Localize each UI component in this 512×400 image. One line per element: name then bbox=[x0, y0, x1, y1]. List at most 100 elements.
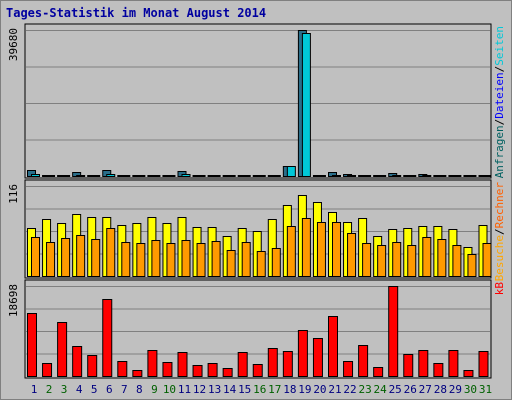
legend-entry: kB bbox=[493, 282, 506, 296]
bar-dateien-day-18 bbox=[286, 166, 296, 177]
bar-kb-day-15 bbox=[237, 352, 248, 377]
bar-dateien-day-27 bbox=[422, 175, 432, 177]
bar-dateien-day-17 bbox=[271, 175, 281, 177]
chart-title: Tages-Statistik im Monat August 2014 bbox=[6, 6, 267, 20]
x-tick-label-day-16: 16 bbox=[253, 383, 266, 396]
x-tick-label-day-19: 19 bbox=[298, 383, 311, 396]
bar-rechner-day-19 bbox=[301, 218, 311, 277]
x-tick-label-day-10: 10 bbox=[163, 383, 176, 396]
bar-kb-day-25 bbox=[388, 286, 399, 377]
bar-kb-day-22 bbox=[343, 361, 354, 377]
bar-dateien-day-14 bbox=[226, 175, 236, 177]
bar-dateien-day-22 bbox=[347, 175, 357, 177]
y-max-label: 39680 bbox=[7, 28, 20, 61]
bar-dateien-day-10 bbox=[166, 175, 176, 177]
bar-rechner-day-22 bbox=[347, 233, 357, 277]
legend-entry: / bbox=[493, 228, 506, 235]
panel-visits: 116 Besuche/Rechner bbox=[7, 179, 506, 281]
legend-entry: Rechner bbox=[493, 182, 506, 229]
x-tick-label-day-11: 11 bbox=[178, 383, 191, 396]
x-tick-label-day-15: 15 bbox=[238, 383, 251, 396]
x-tick-label-day-2: 2 bbox=[46, 383, 53, 396]
bar-rechner-day-1 bbox=[31, 237, 40, 277]
bar-rechner-day-17 bbox=[271, 248, 281, 277]
bar-dateien-day-28 bbox=[437, 175, 447, 177]
bar-dateien-day-24 bbox=[377, 175, 387, 177]
bar-rechner-day-12 bbox=[196, 243, 206, 277]
bar-kb-day-13 bbox=[207, 363, 218, 377]
bar-rechner-day-28 bbox=[437, 239, 447, 277]
bar-kb-day-28 bbox=[433, 363, 444, 377]
bar-rechner-day-8 bbox=[136, 243, 146, 277]
bar-dateien-day-12 bbox=[196, 175, 206, 177]
bar-kb-day-26 bbox=[403, 354, 414, 377]
bar-rechner-day-14 bbox=[226, 250, 236, 277]
bar-kb-day-11 bbox=[177, 352, 188, 377]
x-tick-label-day-1: 1 bbox=[31, 383, 38, 396]
x-axis-labels: 1 2 3 4 5 6 7 8 9 10 11 12 13 14 15 16 17 18 19 20 21 22 23 24 2… bbox=[31, 383, 492, 396]
bar-rechner-day-3 bbox=[61, 238, 71, 277]
bar-rechner-day-20 bbox=[316, 222, 326, 277]
chart-panels: 39680Anfragen/Dateien/Seiten116Besuche/R… bbox=[7, 23, 506, 379]
bar-kb-day-24 bbox=[373, 367, 384, 377]
bar-kb-day-14 bbox=[222, 368, 233, 377]
bar-rechner-day-30 bbox=[467, 254, 477, 277]
bar-rechner-day-9 bbox=[151, 240, 161, 277]
x-tick-label-day-6: 6 bbox=[106, 383, 113, 396]
x-tick-label-day-17: 17 bbox=[268, 383, 281, 396]
x-tick-label-day-3: 3 bbox=[61, 383, 68, 396]
legend-entry: Anfragen bbox=[493, 125, 506, 178]
bar-dateien-day-21 bbox=[332, 175, 341, 177]
bar-rechner-day-11 bbox=[181, 240, 191, 277]
bar-rechner-day-18 bbox=[286, 226, 296, 277]
bar-kb-day-16 bbox=[252, 364, 263, 377]
bar-kb-day-1 bbox=[27, 313, 37, 377]
x-tick-label-day-30: 30 bbox=[464, 383, 477, 396]
bar-dateien-day-11 bbox=[181, 174, 191, 177]
x-tick-label-day-18: 18 bbox=[283, 383, 296, 396]
panel-kbytes: 18698 kB bbox=[7, 279, 506, 379]
bar-kb-day-8 bbox=[132, 370, 143, 377]
bar-rechner-day-26 bbox=[407, 245, 417, 277]
x-tick-label-day-23: 23 bbox=[358, 383, 371, 396]
bar-kb-day-23 bbox=[358, 345, 369, 377]
x-tick-label-day-7: 7 bbox=[121, 383, 128, 396]
bar-kb-day-30 bbox=[463, 370, 474, 377]
x-tick-label-day-9: 9 bbox=[151, 383, 158, 396]
x-tick-label-day-28: 28 bbox=[434, 383, 447, 396]
bar-rechner-day-6 bbox=[106, 228, 116, 277]
legend-kbytes: kB bbox=[493, 282, 506, 296]
bar-dateien-day-16 bbox=[256, 175, 266, 177]
x-tick-label-day-27: 27 bbox=[419, 383, 432, 396]
legend-entry: Besuche bbox=[493, 235, 506, 281]
bar-rechner-day-24 bbox=[377, 245, 387, 277]
bar-dateien-day-6 bbox=[106, 174, 116, 177]
bar-kb-day-9 bbox=[147, 350, 158, 377]
bar-rechner-day-27 bbox=[422, 237, 432, 277]
legend-entry: Dateien bbox=[493, 72, 506, 118]
bar-rechner-day-23 bbox=[362, 243, 372, 277]
bar-kb-day-27 bbox=[418, 350, 429, 377]
x-tick-label-day-8: 8 bbox=[136, 383, 143, 396]
bar-dateien-day-31 bbox=[482, 175, 492, 177]
bar-rechner-day-2 bbox=[46, 242, 56, 277]
x-tick-label-day-4: 4 bbox=[76, 383, 83, 396]
bar-dateien-day-13 bbox=[211, 175, 221, 177]
bar-kb-day-20 bbox=[312, 338, 323, 377]
legend-entry: / bbox=[493, 66, 506, 73]
bar-kb-day-29 bbox=[448, 350, 459, 377]
bar-rechner-day-13 bbox=[211, 241, 221, 277]
bar-rechner-day-29 bbox=[452, 245, 462, 277]
bar-dateien-day-15 bbox=[241, 175, 251, 177]
bar-dateien-day-30 bbox=[467, 175, 477, 177]
legend-entry: Seiten bbox=[493, 26, 506, 66]
x-tick-label-day-20: 20 bbox=[313, 383, 326, 396]
bar-dateien-day-5 bbox=[91, 175, 101, 177]
bar-dateien-day-29 bbox=[452, 175, 462, 177]
bar-dateien-day-20 bbox=[316, 175, 326, 177]
bar-dateien-day-4 bbox=[76, 175, 86, 177]
bar-rechner-day-21 bbox=[332, 222, 341, 277]
x-tick-label-day-25: 25 bbox=[389, 383, 402, 396]
bar-kb-day-21 bbox=[328, 316, 338, 377]
